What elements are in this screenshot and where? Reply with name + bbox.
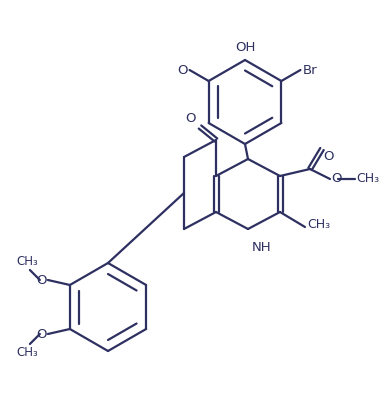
- Text: CH₃: CH₃: [307, 219, 330, 232]
- Text: O: O: [36, 274, 47, 287]
- Text: Br: Br: [302, 63, 317, 77]
- Text: O: O: [36, 328, 47, 341]
- Text: CH₃: CH₃: [16, 255, 38, 268]
- Text: O: O: [331, 173, 342, 186]
- Text: O: O: [177, 63, 188, 77]
- Text: O: O: [186, 112, 196, 125]
- Text: CH₃: CH₃: [356, 173, 379, 186]
- Text: CH₃: CH₃: [16, 346, 38, 359]
- Text: OH: OH: [235, 41, 255, 54]
- Text: O: O: [323, 150, 333, 163]
- Text: NH: NH: [252, 241, 271, 254]
